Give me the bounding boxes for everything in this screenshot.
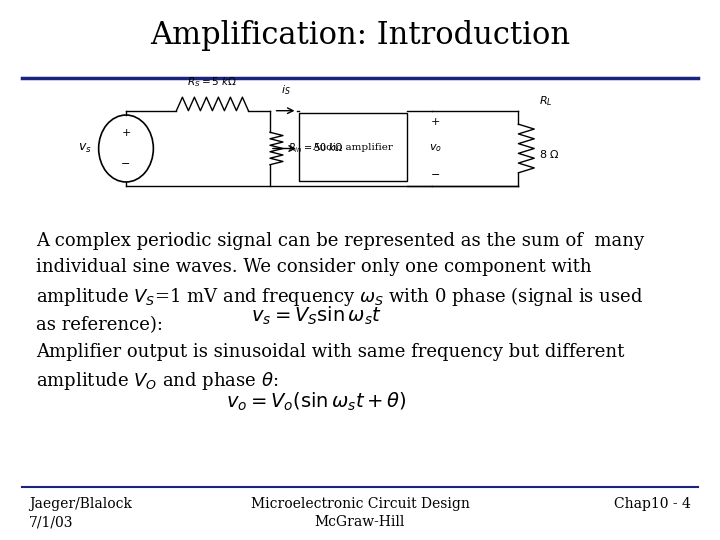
Text: +: + xyxy=(121,129,131,138)
Text: $R_S = 5\ k\Omega$: $R_S = 5\ k\Omega$ xyxy=(187,75,238,89)
Text: Chap10 - 4: Chap10 - 4 xyxy=(614,497,691,511)
Text: Amplification: Introduction: Amplification: Introduction xyxy=(150,19,570,51)
Text: $v_o = V_o(\sin\omega_s t + \theta)$: $v_o = V_o(\sin\omega_s t + \theta)$ xyxy=(226,391,408,414)
Text: $v_s = V_S \sin\omega_s t$: $v_s = V_S \sin\omega_s t$ xyxy=(251,305,382,327)
Text: $v_s$: $v_s$ xyxy=(78,142,91,155)
Text: $8\ \Omega$: $8\ \Omega$ xyxy=(539,148,559,160)
Text: Amplifier output is sinusoidal with same frequency but different
amplitude $V_O$: Amplifier output is sinusoidal with same… xyxy=(36,343,624,391)
Text: Microelectronic Circuit Design
McGraw-Hill: Microelectronic Circuit Design McGraw-Hi… xyxy=(251,497,469,529)
FancyBboxPatch shape xyxy=(299,113,407,181)
Text: $i_S$: $i_S$ xyxy=(281,83,290,97)
Text: +: + xyxy=(431,117,441,127)
Text: $R_L$: $R_L$ xyxy=(539,94,552,108)
Text: A complex periodic signal can be represented as the sum of  many
individual sine: A complex periodic signal can be represe… xyxy=(36,232,644,334)
Text: $v_o$: $v_o$ xyxy=(429,143,442,154)
Text: Jaeger/Blalock
7/1/03: Jaeger/Blalock 7/1/03 xyxy=(29,497,132,529)
Text: −: − xyxy=(121,159,131,168)
Text: −: − xyxy=(431,170,441,180)
Text: $R_{in}= 50\ k\Omega$: $R_{in}= 50\ k\Omega$ xyxy=(288,141,343,156)
Text: Audio amplifier: Audio amplifier xyxy=(312,143,393,152)
